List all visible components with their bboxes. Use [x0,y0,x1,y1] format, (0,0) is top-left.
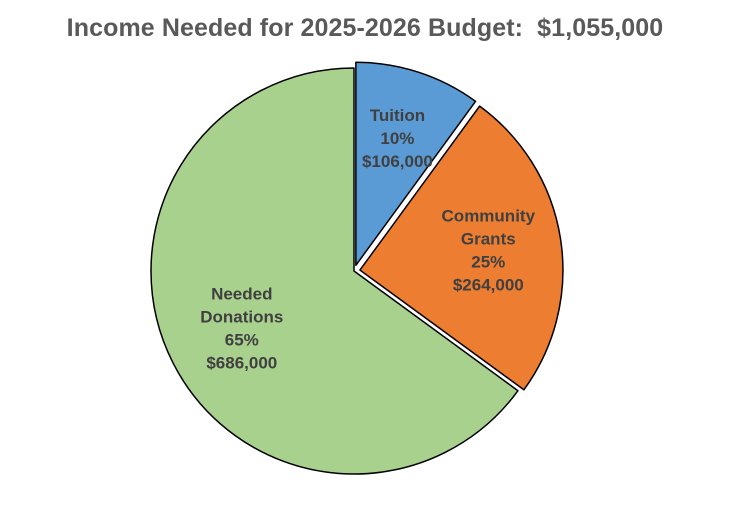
slice-label-community-grants: Community Grants 25% $264,000 [442,207,536,295]
pie-slice-needed-donations [150,67,519,475]
slice-label-needed-donations: Needed Donations 65% $686,000 [200,285,283,373]
pie-slice-tuition [355,61,477,267]
chart-title: Income Needed for 2025-2026 Budget: $1,0… [66,14,664,42]
pie-slice-community-grants [359,105,564,391]
slice-label-tuition: Tuition 10% $106,000 [362,106,433,171]
